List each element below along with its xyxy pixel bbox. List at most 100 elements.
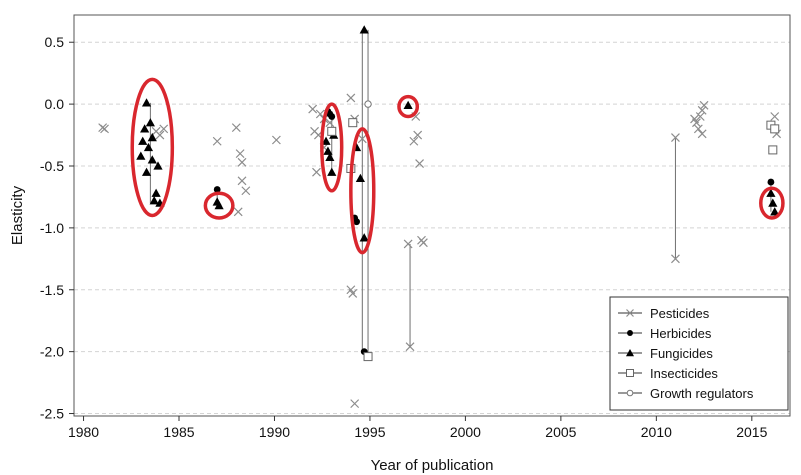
fungicides-point	[766, 188, 776, 197]
pesticides-point	[348, 289, 358, 298]
insecticides-point	[363, 352, 373, 362]
highlight-ellipse	[397, 94, 420, 119]
plot-frame	[73, 14, 791, 417]
pesticides-point	[100, 124, 109, 134]
pesticides-point	[233, 207, 243, 217]
legend-marker	[626, 369, 634, 377]
fungicides-point	[151, 188, 161, 197]
highlight-ellipse	[130, 77, 175, 218]
x-tick-label: 1995	[354, 424, 385, 440]
y-tick-label: -0.5	[40, 158, 64, 174]
fungicides-point	[770, 207, 780, 216]
pesticides-point	[671, 254, 680, 264]
fungicides-point	[147, 155, 157, 164]
highlight-ellipses	[130, 77, 785, 255]
insecticides-point	[348, 118, 358, 128]
pesticides-point	[212, 136, 222, 146]
highlight-ellipse	[203, 191, 235, 220]
pesticides-point	[308, 104, 318, 114]
pesticides-point	[413, 130, 423, 140]
herbicides-point	[767, 178, 775, 186]
x-tick-label: 1980	[68, 424, 99, 440]
fungicides-point	[768, 198, 778, 207]
x-tick-label: 2015	[736, 424, 767, 440]
fungicides-point	[355, 173, 365, 183]
herbicides-point	[353, 218, 360, 226]
pesticides-point	[405, 342, 415, 352]
pesticides-point	[403, 239, 413, 249]
pesticides-point	[357, 134, 367, 144]
pesticides-point	[346, 93, 356, 103]
pesticides-point	[671, 133, 680, 142]
x-axis-title: Year of publication	[371, 457, 494, 474]
y-tick-label: -2.0	[40, 344, 64, 360]
highlight-ellipse	[320, 102, 344, 193]
y-axis-ticks: 0.5 0.0 -0.5 -1.0 -1.5 -2.0 -2.5	[40, 34, 74, 422]
legend-label: Herbicides	[650, 326, 712, 341]
growth-regulators-point	[364, 100, 372, 108]
y-tick-label: 0.0	[45, 96, 65, 112]
legend-marker	[626, 389, 634, 397]
legend: Pesticides Herbicides Fungicides Insecticid…	[609, 296, 789, 411]
fungicides-point	[147, 132, 157, 142]
grid-lines	[74, 41, 790, 415]
fungicides-point	[140, 124, 150, 133]
herbicides-point	[328, 113, 336, 120]
fungicides-point	[325, 152, 335, 162]
x-tick-label: 2005	[545, 424, 576, 440]
fungicides-point	[321, 136, 331, 145]
pesticides-point	[235, 149, 245, 159]
pesticides-point	[237, 176, 247, 186]
x-tick-label: 1990	[259, 424, 290, 440]
pesticides-point	[697, 105, 707, 115]
fungicides-point	[149, 196, 159, 205]
fungicides-point	[214, 200, 224, 210]
fungicides-point	[359, 25, 369, 34]
legend-marker	[627, 330, 633, 336]
pesticides-point	[271, 135, 281, 145]
fungicides-point	[359, 233, 369, 242]
pesticides-point	[315, 109, 325, 119]
pesticides-point	[231, 123, 241, 133]
pesticides-point	[241, 186, 251, 196]
pesticides-point	[692, 118, 701, 128]
fungicides-point	[138, 136, 148, 145]
x-tick-label: 2000	[450, 424, 481, 440]
pesticides-point	[415, 159, 425, 168]
pesticides-point	[350, 399, 360, 409]
pesticides-point	[159, 124, 169, 134]
y-axis-title: Elasticity	[9, 185, 26, 245]
pesticides-point	[697, 129, 707, 139]
fungicides-point	[153, 161, 163, 170]
x-tick-label: 2010	[641, 424, 672, 440]
fungicides-point	[141, 98, 152, 107]
fungicides-point	[143, 142, 154, 152]
highlight-ellipse	[349, 127, 376, 255]
fungicides-point	[145, 118, 155, 127]
fungicides-point	[323, 146, 333, 155]
fungicides-point	[327, 167, 337, 176]
fungicides-point	[141, 167, 152, 176]
pesticides-point	[770, 112, 780, 121]
insecticides-point	[768, 145, 778, 155]
x-axis-ticks: 1980 1985 1990 1995 2000 2005 2010 2015	[68, 416, 768, 440]
pesticides-point	[418, 238, 428, 248]
legend-label: Insecticides	[650, 366, 718, 381]
pesticides-point	[155, 130, 165, 140]
y-tick-label: -1.0	[40, 220, 64, 236]
pesticides-point	[409, 136, 419, 146]
x-tick-label: 1985	[163, 424, 194, 440]
insecticides-point	[770, 124, 780, 134]
y-tick-label: -2.5	[40, 406, 64, 422]
pesticides-point	[699, 100, 709, 110]
y-tick-label: 0.5	[45, 34, 65, 50]
pesticides-point	[695, 112, 705, 121]
legend-label: Growth regulators	[650, 386, 754, 401]
legend-marker	[625, 348, 635, 357]
y-tick-label: -1.5	[40, 282, 64, 298]
pesticides-point	[312, 167, 321, 177]
pesticides-point	[237, 157, 247, 167]
legend-label: Pesticides	[650, 306, 710, 321]
highlight-ellipse	[759, 186, 785, 220]
